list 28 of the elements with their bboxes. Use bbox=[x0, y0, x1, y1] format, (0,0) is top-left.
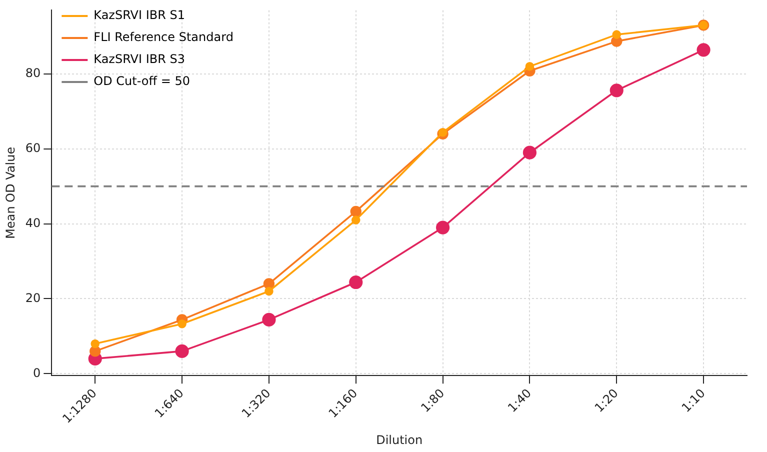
point bbox=[262, 312, 276, 327]
point bbox=[350, 206, 362, 218]
point bbox=[351, 216, 360, 224]
point bbox=[612, 30, 622, 39]
point bbox=[436, 220, 450, 234]
legend-label: KazSRVI IBR S1 bbox=[94, 8, 186, 22]
point bbox=[178, 319, 186, 328]
point bbox=[264, 286, 274, 296]
point bbox=[90, 346, 101, 357]
y-axis-title: Mean OD Value bbox=[3, 146, 18, 239]
x-axis-title: Dilution bbox=[376, 432, 423, 447]
legend-label: FLI Reference Standard bbox=[94, 30, 234, 44]
point bbox=[349, 275, 363, 290]
point bbox=[696, 43, 710, 57]
point bbox=[610, 84, 624, 98]
point bbox=[175, 344, 189, 358]
point bbox=[90, 339, 100, 348]
y-tick-label: 80 bbox=[25, 66, 41, 80]
y-tick-label: 60 bbox=[25, 140, 41, 155]
point bbox=[525, 62, 534, 71]
legend-label: KazSRVI IBR S3 bbox=[94, 52, 186, 66]
y-tick-label: 0 bbox=[33, 366, 41, 380]
point bbox=[522, 146, 537, 160]
y-tick-label: 40 bbox=[25, 216, 41, 230]
point bbox=[263, 278, 275, 290]
legend-label: OD Cut-off = 50 bbox=[94, 74, 190, 88]
point bbox=[438, 128, 448, 137]
y-tick-label: 20 bbox=[25, 290, 41, 305]
